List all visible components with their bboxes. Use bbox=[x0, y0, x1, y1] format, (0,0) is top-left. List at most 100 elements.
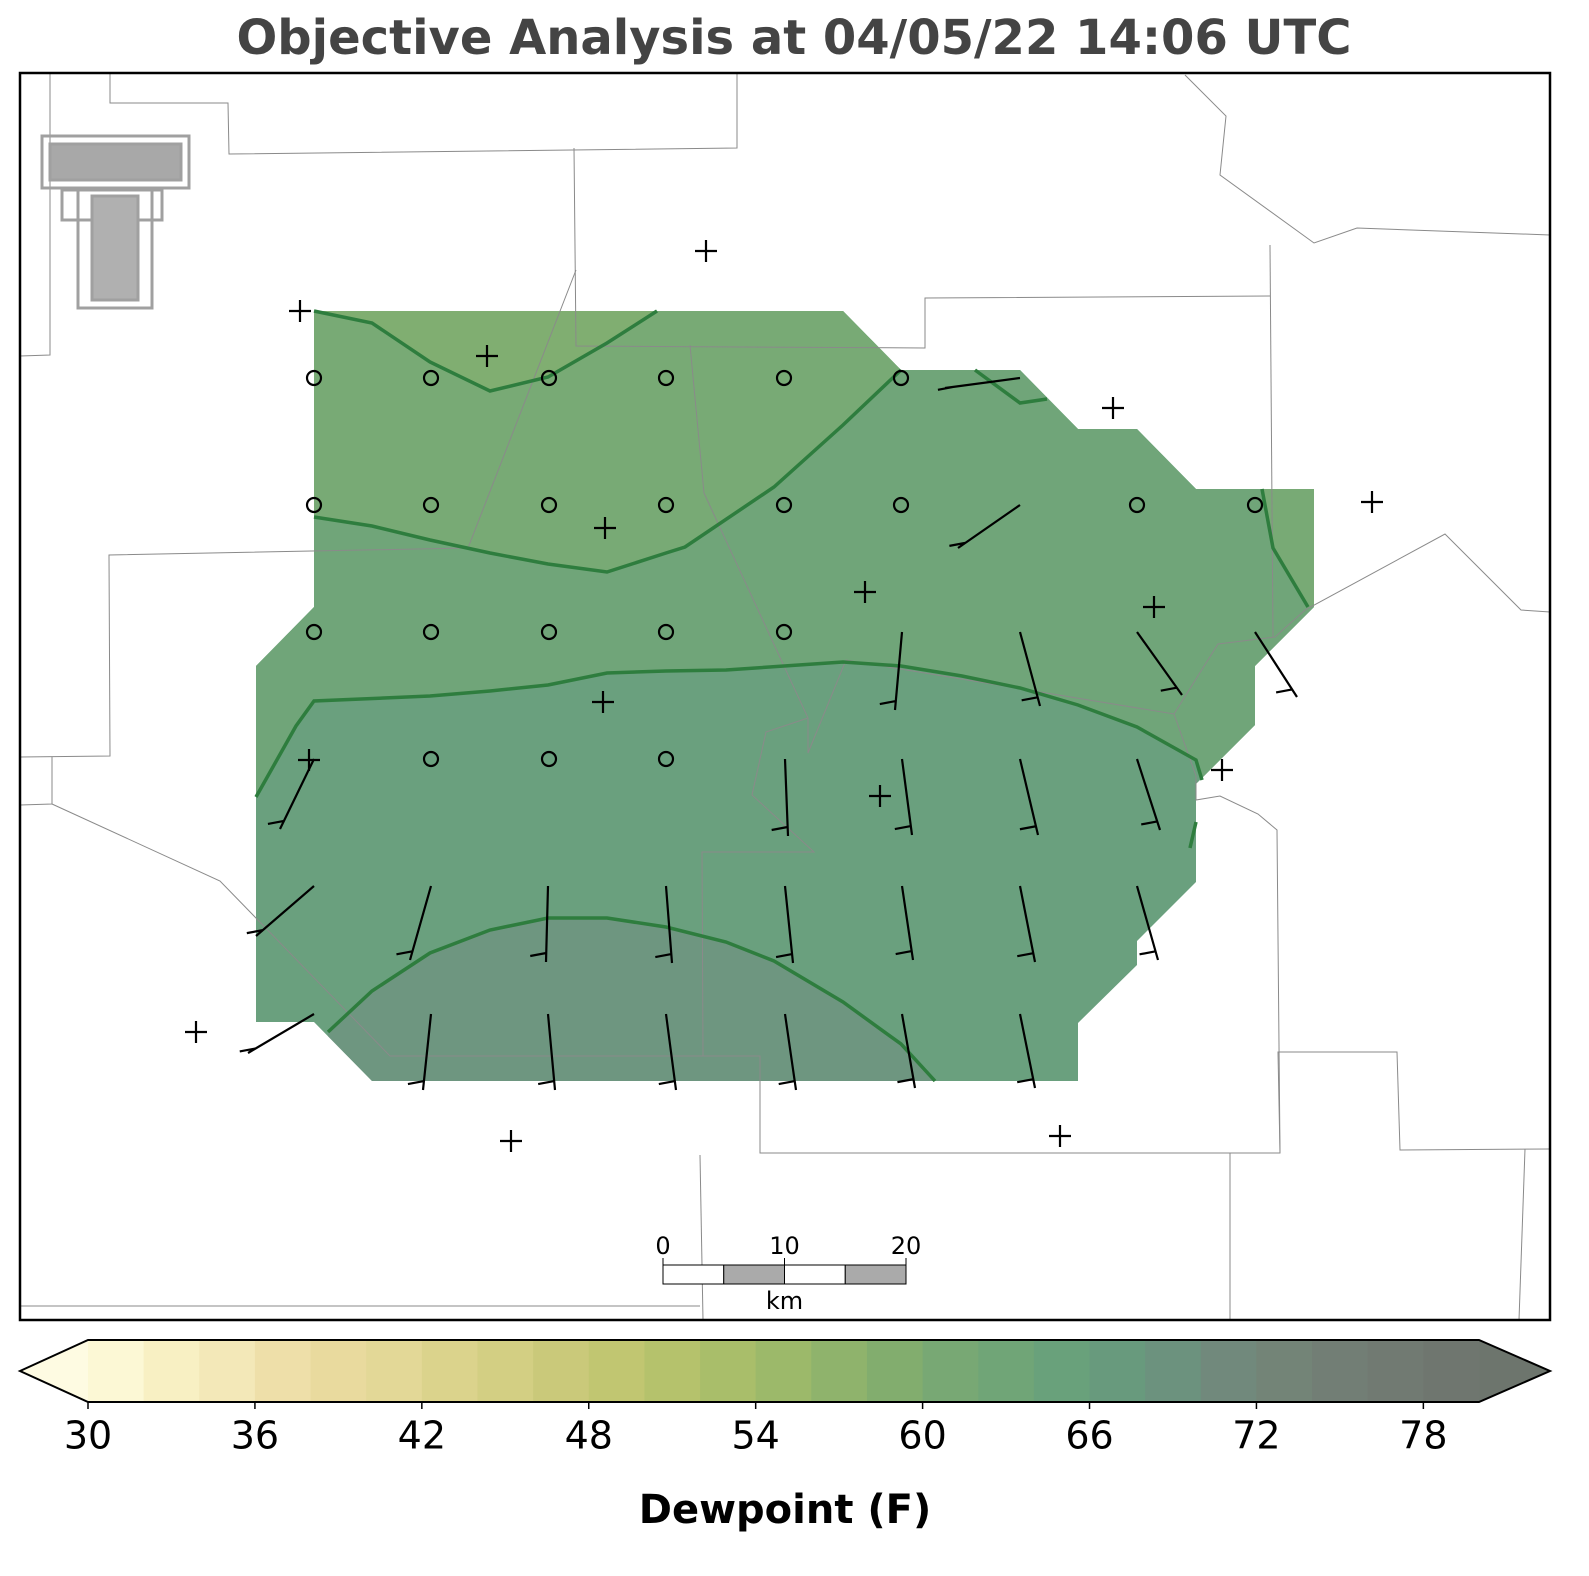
color-bin bbox=[1312, 1340, 1369, 1402]
color-bin bbox=[88, 1340, 145, 1402]
station-calm bbox=[657, 496, 675, 514]
color-bin bbox=[1367, 1340, 1424, 1402]
station-calm bbox=[540, 750, 558, 768]
station-calm bbox=[657, 623, 675, 641]
colorbar-tick-label: 42 bbox=[398, 1414, 446, 1458]
wind-barb bbox=[937, 376, 1021, 391]
title: Objective Analysis at 04/05/22 14:06 UTC bbox=[237, 10, 1352, 66]
wind-barb bbox=[530, 885, 550, 963]
wind-barb bbox=[775, 885, 795, 964]
wind-barb bbox=[778, 1013, 798, 1091]
station-calm bbox=[657, 750, 675, 768]
station-calm bbox=[422, 496, 440, 514]
colorbar-label: Dewpoint (F) bbox=[639, 1487, 932, 1533]
scale-label: 0 bbox=[655, 1232, 670, 1260]
station-calm bbox=[422, 369, 440, 387]
scale-label: 20 bbox=[891, 1232, 922, 1260]
station-missing bbox=[500, 1130, 522, 1152]
station-calm bbox=[540, 369, 558, 387]
map: 0 10 20 km bbox=[18, 71, 1552, 1322]
wind-barb bbox=[1135, 758, 1162, 831]
station-missing bbox=[594, 517, 616, 539]
station-calm bbox=[540, 496, 558, 514]
wind-barb bbox=[1018, 631, 1042, 707]
wind-barb bbox=[895, 885, 915, 961]
wind-barb bbox=[897, 1013, 917, 1089]
colorbar-tick-label: 30 bbox=[64, 1414, 112, 1458]
wind-barb bbox=[246, 885, 315, 937]
color-bin bbox=[310, 1340, 367, 1402]
color-bin bbox=[811, 1340, 868, 1402]
scale-segment bbox=[662, 1264, 725, 1285]
color-bin bbox=[421, 1340, 478, 1402]
station-missing bbox=[1049, 1125, 1071, 1147]
colorbar: 30 36 42 48 54 60 66 72 78 Dewpoint (F) bbox=[17, 1339, 1553, 1533]
dewpoint-fill bbox=[256, 311, 1314, 1081]
colorbar-tick-label: 66 bbox=[1065, 1414, 1113, 1458]
station-calm bbox=[305, 496, 323, 514]
color-bin bbox=[533, 1340, 590, 1402]
wind-barb bbox=[537, 1013, 557, 1091]
station-calm bbox=[422, 623, 440, 641]
station-calm bbox=[422, 750, 440, 768]
station-calm bbox=[1246, 496, 1264, 514]
color-bin bbox=[866, 1340, 924, 1402]
color-bin bbox=[254, 1340, 312, 1402]
map-frame bbox=[18, 71, 1552, 1322]
wind-barb bbox=[407, 1013, 433, 1091]
wind-barb bbox=[239, 1013, 315, 1054]
contours bbox=[254, 309, 1310, 1083]
station-calm bbox=[540, 623, 558, 641]
station-calm bbox=[775, 369, 793, 387]
scale-unit: km bbox=[766, 1287, 803, 1315]
color-bin bbox=[700, 1340, 757, 1402]
extend-high bbox=[1479, 1340, 1550, 1402]
wind-barb bbox=[894, 758, 914, 836]
stations bbox=[185, 240, 1383, 1152]
scale-label: 10 bbox=[769, 1232, 800, 1260]
colorbar-tick-label: 72 bbox=[1232, 1414, 1280, 1458]
station-missing bbox=[1102, 397, 1124, 419]
station-missing bbox=[185, 1021, 207, 1043]
station-calm bbox=[1128, 496, 1146, 514]
wind-barb bbox=[1017, 885, 1037, 963]
color-bin bbox=[1256, 1340, 1313, 1402]
station-calm bbox=[892, 496, 910, 514]
wind-barb bbox=[396, 885, 433, 961]
station-calm bbox=[775, 496, 793, 514]
color-bin bbox=[366, 1340, 423, 1402]
wind-barb bbox=[658, 1013, 678, 1091]
color-bin bbox=[922, 1340, 979, 1402]
extend-low bbox=[20, 1340, 88, 1402]
station-calm bbox=[305, 623, 323, 641]
wind-barb bbox=[879, 631, 904, 711]
station-missing bbox=[289, 300, 311, 322]
station-calm bbox=[305, 369, 323, 387]
station-missing bbox=[1143, 596, 1165, 618]
color-bin bbox=[978, 1340, 1035, 1402]
wind-barb bbox=[1254, 631, 1298, 698]
station-calm bbox=[657, 369, 675, 387]
scale-segment bbox=[844, 1264, 907, 1285]
color-bin bbox=[644, 1340, 701, 1402]
scale-segment bbox=[784, 1264, 846, 1285]
color-bin bbox=[588, 1340, 645, 1402]
logo bbox=[40, 134, 191, 310]
wind-barb bbox=[949, 504, 1021, 549]
color-bin bbox=[755, 1340, 812, 1402]
station-calm bbox=[775, 623, 793, 641]
color-bin bbox=[1423, 1340, 1480, 1402]
colorbar-tick-label: 78 bbox=[1399, 1414, 1447, 1458]
scale-segment bbox=[723, 1264, 785, 1285]
color-bin bbox=[477, 1340, 534, 1402]
colorbar-tick-label: 60 bbox=[898, 1414, 946, 1458]
county-borders bbox=[19, 73, 1551, 1321]
color-bin bbox=[199, 1340, 256, 1402]
colorbar-tick-label: 48 bbox=[565, 1414, 613, 1458]
wind-barb bbox=[1135, 885, 1160, 961]
station-missing bbox=[695, 240, 717, 262]
colorbar-tick-label: 36 bbox=[231, 1414, 279, 1458]
color-bin bbox=[1033, 1340, 1091, 1402]
station-missing bbox=[1211, 759, 1233, 781]
station-missing bbox=[476, 345, 498, 367]
